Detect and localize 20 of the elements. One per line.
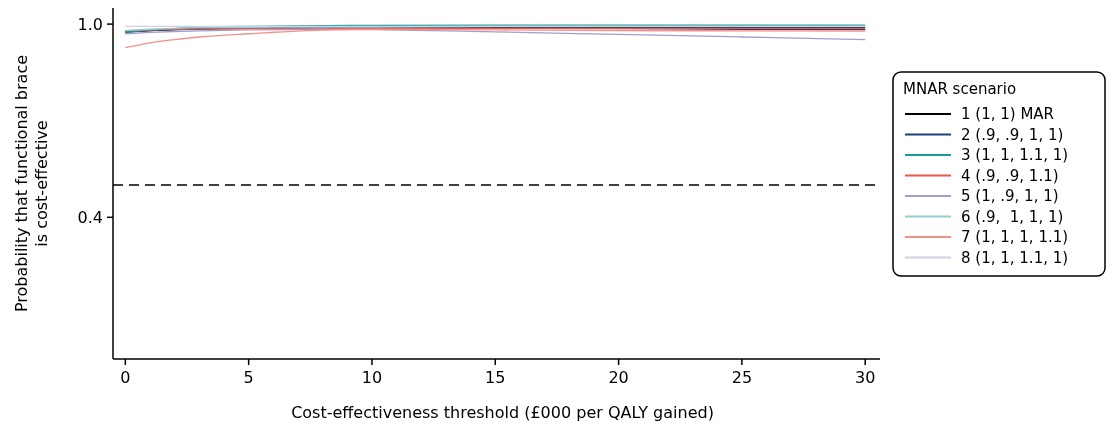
legend-label: 3 (1, 1, 1.1, 1) — [961, 146, 1069, 165]
legend-label: 1 (1, 1) MAR — [961, 105, 1055, 124]
legend-label: 4 (.9, .9, 1.1) — [961, 166, 1059, 185]
x-tick-label: 25 — [731, 368, 753, 387]
x-tick-label: 20 — [608, 368, 629, 387]
x-tick-label: 5 — [243, 368, 254, 387]
legend-label: 8 (1, 1, 1.1, 1) — [961, 248, 1069, 267]
x-tick-label: 0 — [120, 368, 131, 387]
x-tick-label: 10 — [361, 368, 383, 387]
legend-label: 2 (.9, .9, 1, 1) — [961, 125, 1064, 144]
x-tick-label: 30 — [855, 368, 876, 387]
legend-label: 7 (1, 1, 1, 1.1) — [961, 228, 1069, 247]
legend-label: 5 (1, .9, 1, 1) — [961, 187, 1059, 206]
x-tick-label: 15 — [485, 368, 506, 387]
x-axis-title: Cost-effectiveness threshold (£000 per QALY gained) — [291, 403, 714, 422]
y-tick-label: 1.0 — [77, 14, 103, 34]
legend-label: 6 (.9, 1, 1, 1) — [961, 207, 1064, 226]
y-tick-label: 0.4 — [77, 207, 103, 227]
y-axis-title: Probability that functional brace is cost-effective — [12, 54, 51, 313]
legend-title: MNAR scenario — [903, 80, 1017, 98]
